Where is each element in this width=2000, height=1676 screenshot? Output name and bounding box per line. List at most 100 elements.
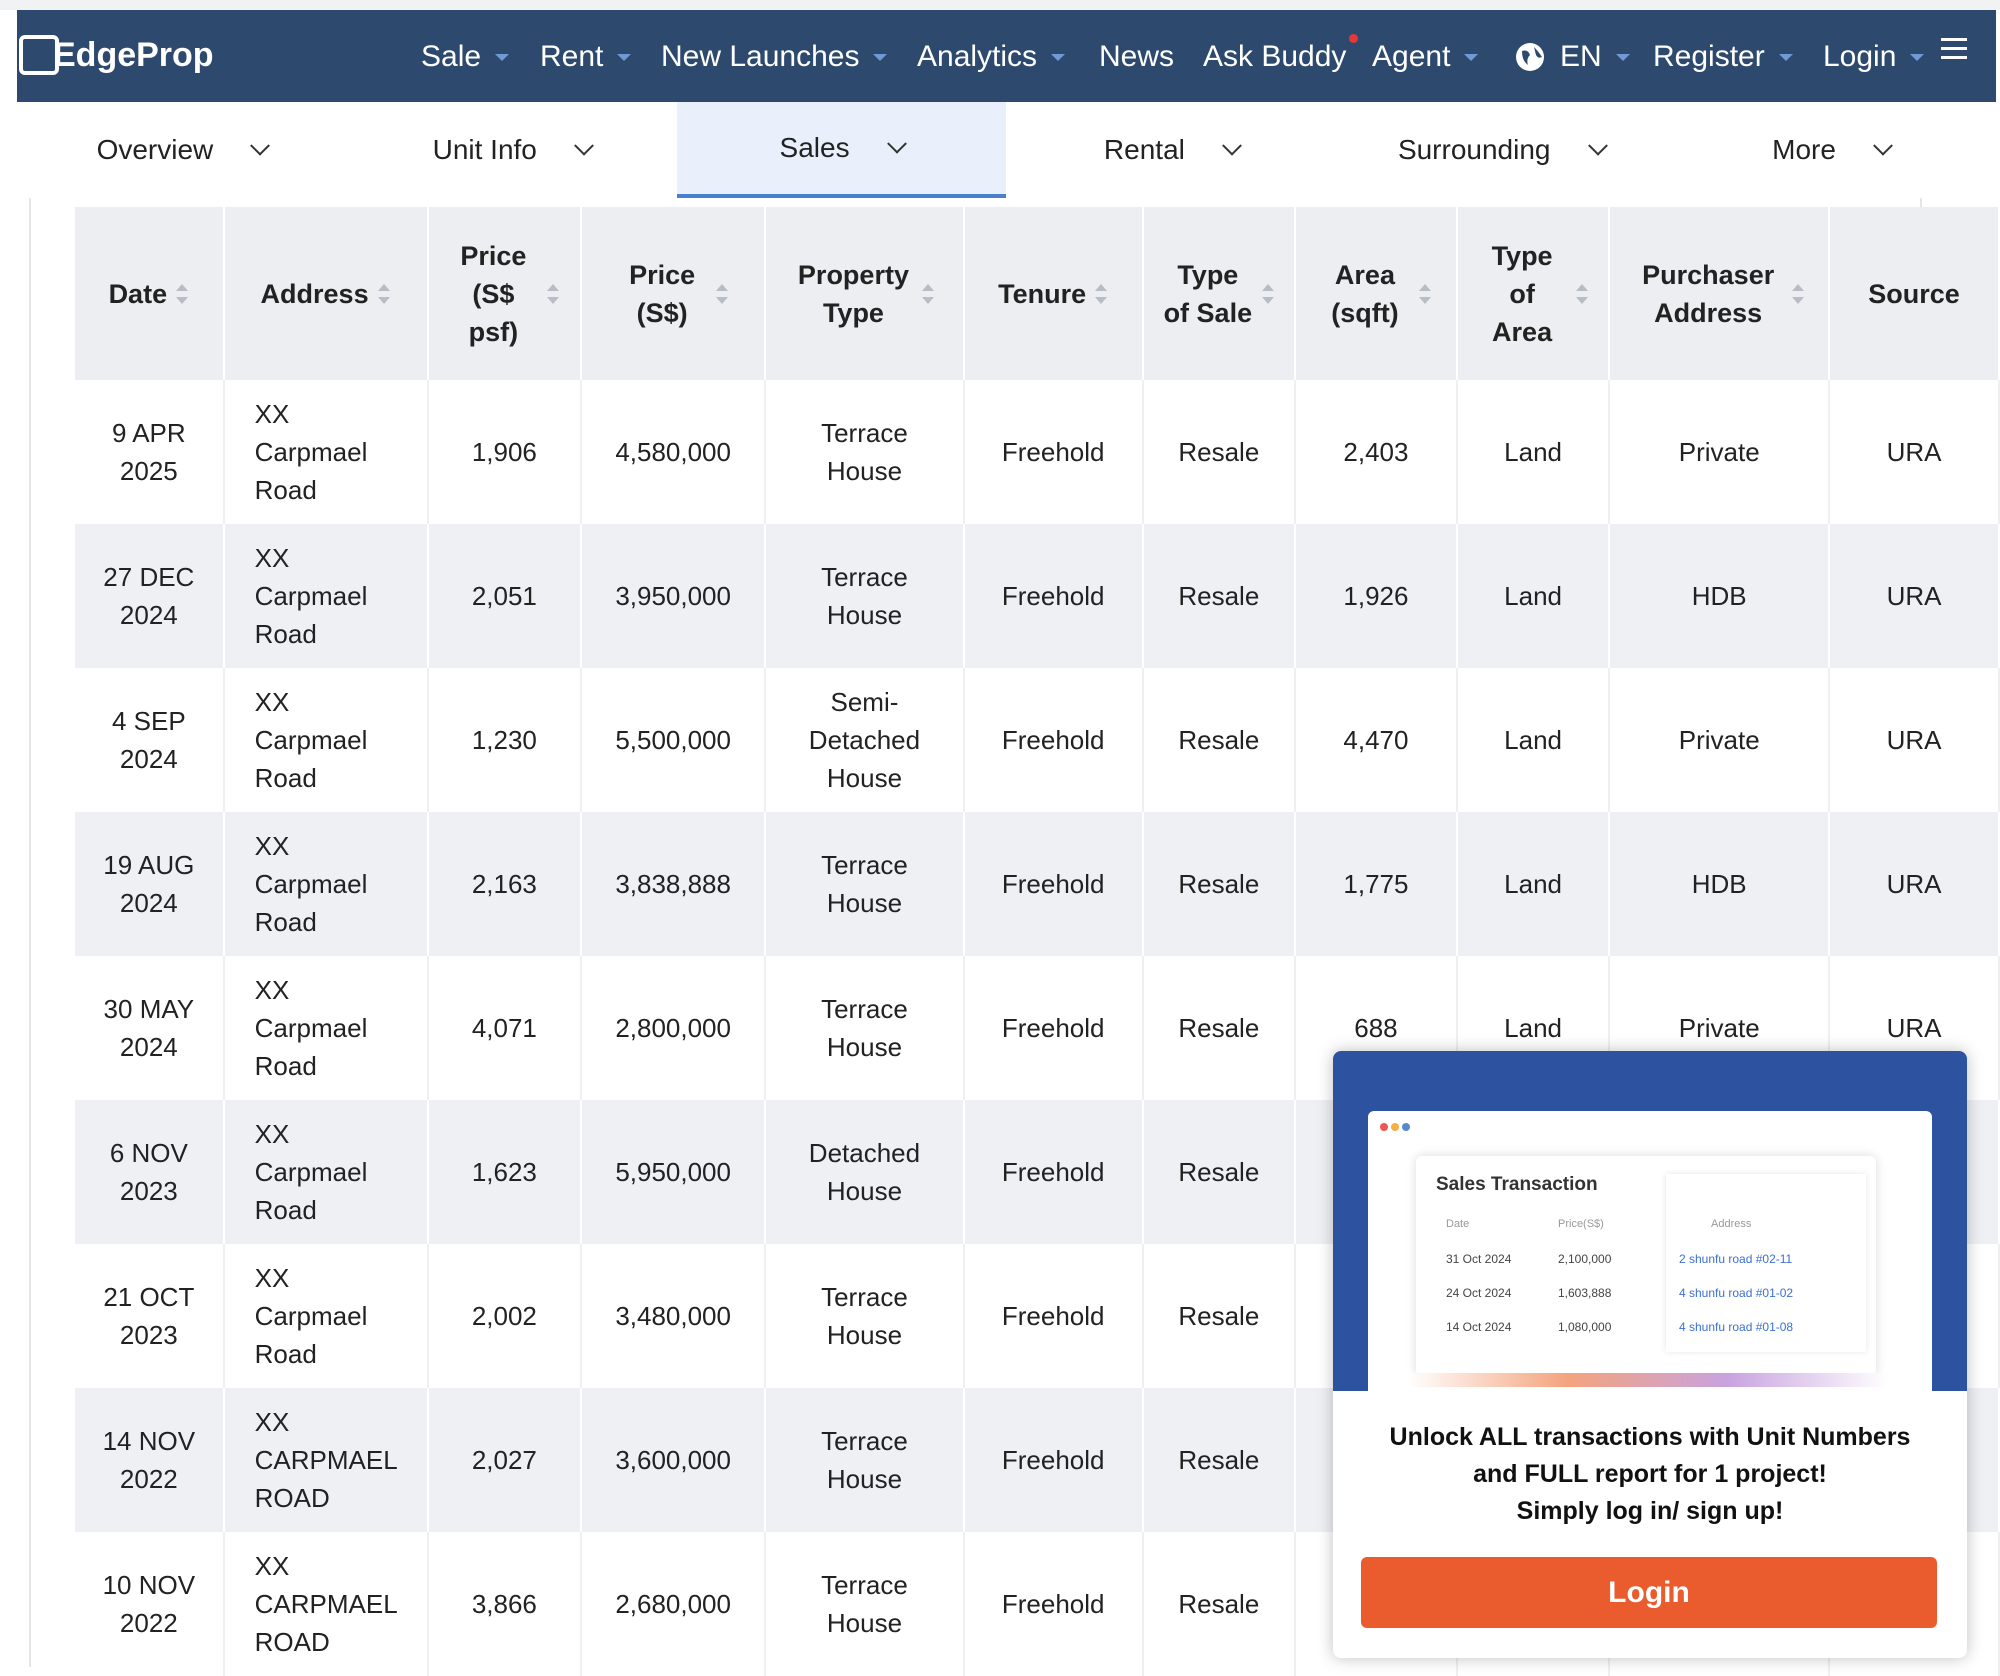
popup-message: Unlock ALL transactions with Unit Number… xyxy=(1333,1419,1967,1530)
sort-icon[interactable] xyxy=(546,282,560,306)
preview-header: Address xyxy=(1711,1218,1752,1230)
sort-icon[interactable] xyxy=(1418,282,1432,306)
sort-icon[interactable] xyxy=(1094,282,1108,306)
table-cell: 3,480,000 xyxy=(581,1244,767,1388)
table-cell: 2,163 xyxy=(427,812,583,956)
column-header[interactable]: Price (S$ psf) xyxy=(427,207,583,380)
cell-text: 30 MAY 2024 xyxy=(103,994,195,1062)
cell-text: 2,051 xyxy=(471,581,537,611)
cell-text: Resale xyxy=(1178,1301,1260,1331)
preview-header: Price(S$) xyxy=(1558,1218,1604,1230)
cell-text: HDB xyxy=(1691,581,1747,611)
logo-mark xyxy=(19,35,59,75)
sort-icon[interactable] xyxy=(1575,282,1589,306)
table-cell: Freehold xyxy=(963,1532,1144,1676)
login-popup: Sales Transaction Date Price(S$) Address 31… xyxy=(1333,1051,1967,1658)
cell-text: Private xyxy=(1678,437,1760,467)
preview-cell: 4 shunfu road #01-02 xyxy=(1679,1286,1794,1300)
preview-title: Sales Transaction xyxy=(1436,1174,1598,1195)
nav-link[interactable]: Register xyxy=(1653,40,1793,74)
nav-link[interactable]: Analytics xyxy=(917,40,1066,74)
column-header[interactable]: Area (sqft) xyxy=(1295,207,1458,380)
tab[interactable]: More xyxy=(1666,102,1996,198)
table-cell: XX Carpmael Road xyxy=(223,956,429,1100)
nav-label: Login xyxy=(1823,40,1897,73)
nav-link[interactable]: News xyxy=(1099,40,1174,74)
nav-link[interactable]: Sale xyxy=(421,40,510,74)
menu-icon[interactable] xyxy=(1941,36,1969,62)
hamburger xyxy=(1941,38,1967,59)
tab[interactable]: Rental xyxy=(1006,102,1336,198)
table-row: 9 APR 2025 XX Carpmael Road 1,906 4,580,000… xyxy=(75,380,2000,524)
nav-link[interactable]: Ask Buddy xyxy=(1203,40,1346,74)
cell-text: Terrace House xyxy=(821,418,908,486)
table-cell: Private xyxy=(1609,668,1831,812)
table-row: 27 DEC 2024 XX Carpmael Road 2,051 3,950,00… xyxy=(75,524,2000,668)
preview-cell: 2 shunfu road #02-11 xyxy=(1679,1252,1793,1266)
sort-icon[interactable] xyxy=(921,282,935,306)
table-cell: URA xyxy=(1829,380,2000,524)
column-header[interactable]: Purchaser Address xyxy=(1609,207,1831,380)
table-row: 19 AUG 2024 XX Carpmael Road 2,163 3,838,88… xyxy=(75,812,2000,956)
nav-link[interactable]: Rent xyxy=(540,40,632,74)
cell-text: 6 NOV 2023 xyxy=(109,1138,188,1206)
cell-text: URA xyxy=(1886,1013,1942,1043)
cell-text: Resale xyxy=(1178,725,1260,755)
table-cell: Resale xyxy=(1142,380,1297,524)
header-label: Price (S$ psf) xyxy=(460,240,527,347)
nav-link[interactable]: New Launches xyxy=(661,40,888,74)
tab[interactable]: Surrounding xyxy=(1336,102,1666,198)
column-header[interactable]: Tenure xyxy=(963,207,1144,380)
cell-text: URA xyxy=(1886,437,1942,467)
tab[interactable]: Overview xyxy=(17,102,347,198)
tab-label: More xyxy=(1772,134,1836,165)
tab[interactable]: Unit Info xyxy=(347,102,677,198)
cell-text: 3,866 xyxy=(471,1589,537,1619)
table-cell: Freehold xyxy=(963,812,1144,956)
table-cell: 9 APR 2025 xyxy=(75,380,225,524)
table-cell: XX Carpmael Road xyxy=(223,1244,429,1388)
column-header[interactable]: Date xyxy=(75,207,225,380)
table-cell: 1,926 xyxy=(1295,524,1458,668)
nav-link[interactable]: Agent xyxy=(1372,40,1479,74)
cell-text: Private xyxy=(1678,1013,1760,1043)
cell-text: HDB xyxy=(1691,869,1747,899)
sort-icon[interactable] xyxy=(377,282,391,306)
cell-text: 4,470 xyxy=(1343,725,1409,755)
dropdown-caret xyxy=(1910,53,1925,61)
message-line: Unlock ALL transactions with Unit Number… xyxy=(1389,1423,1911,1451)
table-cell: 2,027 xyxy=(427,1388,583,1532)
popup-banner: Sales Transaction Date Price(S$) Address 31… xyxy=(1333,1051,1967,1391)
tab[interactable]: Sales xyxy=(676,102,1007,198)
dropdown-caret xyxy=(617,53,632,61)
column-header[interactable]: Type of Sale xyxy=(1142,207,1297,380)
cell-text: 9 APR 2025 xyxy=(111,418,186,486)
table-cell: 2,800,000 xyxy=(581,956,767,1100)
column-header[interactable]: Address xyxy=(223,207,429,380)
login-button[interactable]: Login xyxy=(1361,1557,1937,1628)
column-header[interactable]: Type of Area xyxy=(1456,207,1611,380)
preview-cell: 24 Oct 2024 xyxy=(1446,1286,1512,1300)
column-header[interactable]: Price (S$) xyxy=(581,207,767,380)
nav-label: Rent xyxy=(540,40,604,73)
table-cell: HDB xyxy=(1609,812,1831,956)
preview-cell: 1,080,000 xyxy=(1558,1320,1612,1334)
nav-label: Register xyxy=(1653,40,1765,73)
cell-text: 27 DEC 2024 xyxy=(103,562,195,630)
nav-link[interactable]: Login xyxy=(1823,40,1925,74)
sort-icon[interactable] xyxy=(1261,282,1275,306)
sort-icon[interactable] xyxy=(715,282,729,306)
nav-label: EN xyxy=(1560,40,1602,73)
logo[interactable]: EdgeProp xyxy=(19,30,214,80)
preview-gradient xyxy=(1408,1373,1888,1387)
table-cell: 2,002 xyxy=(427,1244,583,1388)
cell-text: 2,163 xyxy=(471,869,537,899)
column-header[interactable]: Property Type xyxy=(765,207,965,380)
preview-cell: 14 Oct 2024 xyxy=(1446,1320,1512,1334)
nav-link[interactable]: EN xyxy=(1514,40,1630,74)
sort-icon[interactable] xyxy=(175,282,189,306)
sort-icon[interactable] xyxy=(1791,282,1805,306)
header-label: Date xyxy=(108,278,168,309)
column-header[interactable]: Source xyxy=(1829,207,2000,380)
